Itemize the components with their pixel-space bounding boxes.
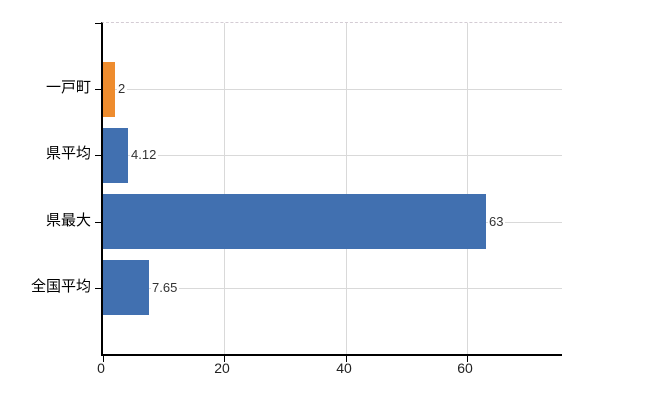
y-axis-tick [95, 222, 103, 223]
category-label-1: 一戸町 [45, 79, 91, 96]
bar-value-label: 7.65 [151, 280, 180, 296]
y-axis-tick [95, 23, 103, 24]
horizontal-gridline [103, 155, 562, 156]
bar-value-label: 4.12 [130, 147, 159, 163]
x-axis-tick [467, 356, 468, 362]
y-axis-tick [95, 89, 103, 90]
x-tick-label-20: 20 [214, 360, 230, 376]
horizontal-gridline [103, 89, 562, 90]
x-tick-label-0: 0 [97, 360, 105, 376]
vertical-gridline [467, 23, 469, 354]
bar-3 [103, 194, 486, 249]
y-axis-tick [95, 155, 103, 156]
horizontal-gridline [103, 288, 562, 289]
category-label-4: 全国平均 [30, 278, 91, 295]
x-axis-tick [103, 356, 104, 362]
vertical-gridline [224, 23, 226, 354]
x-axis-tick [224, 356, 225, 362]
x-tick-label-60: 60 [457, 360, 473, 376]
bar-value-label: 63 [488, 214, 506, 230]
plot-area: 2 4.12 63 7.65 [95, 22, 562, 362]
x-tick-label-40: 40 [336, 360, 352, 376]
x-axis-tick [346, 356, 347, 362]
category-label-2: 県平均 [45, 145, 91, 162]
vertical-gridline [345, 23, 347, 354]
bar-1 [103, 62, 115, 117]
bar-value-label: 2 [117, 81, 128, 97]
y-axis-tick [95, 288, 103, 289]
category-label-3: 県最大 [45, 212, 91, 229]
bar-4 [103, 260, 149, 315]
bar-2 [103, 128, 128, 183]
